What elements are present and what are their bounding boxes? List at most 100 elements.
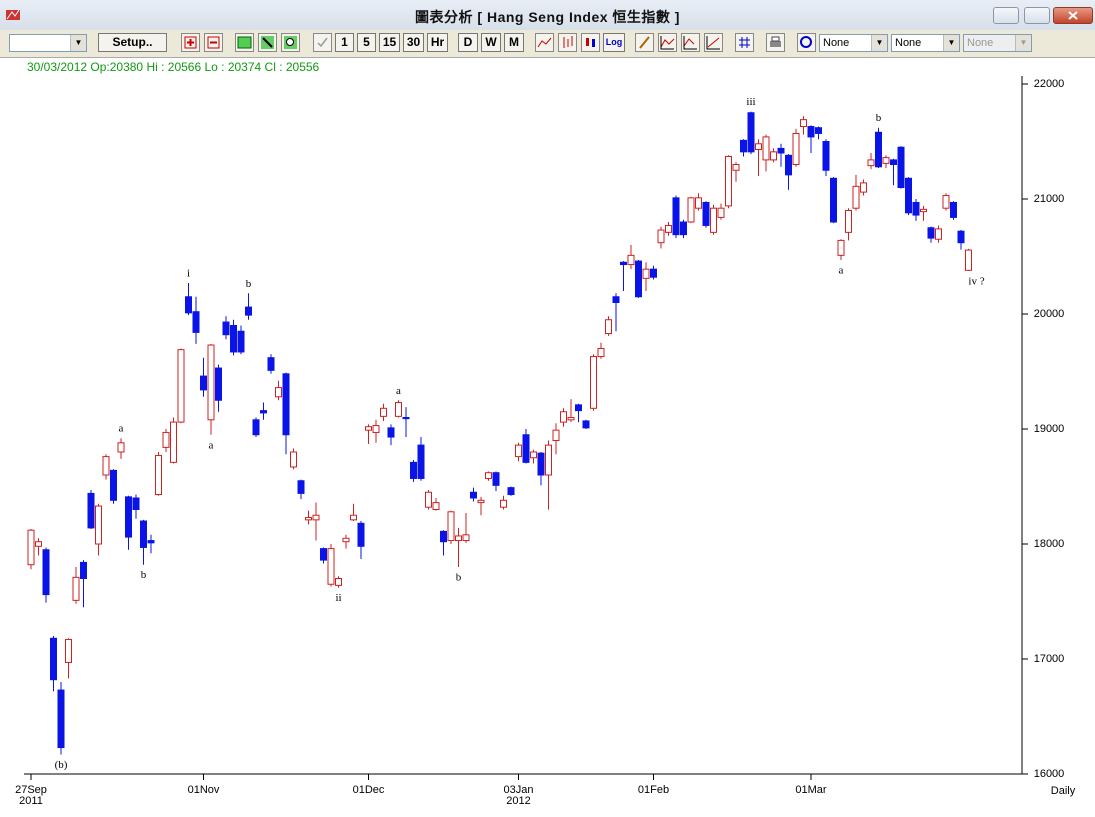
- candle-body: [897, 146, 905, 188]
- zoom-in-button[interactable]: [181, 33, 200, 52]
- candle-body: [785, 154, 792, 176]
- wave-label: b: [876, 112, 882, 124]
- zoom-button[interactable]: [281, 33, 300, 52]
- period-label: Daily: [1051, 785, 1076, 797]
- candle-body: [297, 480, 305, 494]
- icon: [739, 37, 750, 48]
- candle-body: [117, 442, 125, 453]
- candle-body: [612, 296, 620, 303]
- icon: [261, 36, 274, 49]
- candle-chart-button[interactable]: [581, 33, 600, 52]
- candle-body: [777, 147, 785, 154]
- cursor-button[interactable]: [258, 33, 277, 52]
- quote-button[interactable]: [797, 33, 816, 52]
- log-button[interactable]: Log: [603, 33, 625, 52]
- candle-body: [755, 143, 762, 151]
- period-button[interactable]: 5: [357, 33, 376, 52]
- overlay-dropdown[interactable]: None ▼: [819, 34, 888, 52]
- print-button[interactable]: [766, 33, 785, 52]
- period-button[interactable]: D: [458, 33, 478, 52]
- x-tick-label: 01Feb: [637, 784, 670, 796]
- candle-body: [35, 541, 42, 547]
- candle-body: [350, 514, 357, 521]
- candle-body: [522, 434, 530, 463]
- candle-body: [335, 578, 342, 586]
- candle-body: [200, 375, 207, 391]
- period-button[interactable]: M: [504, 33, 524, 52]
- indicator-button[interactable]: [658, 33, 677, 52]
- candle-body: [552, 429, 560, 441]
- candle-body: [80, 561, 87, 579]
- maximize-button[interactable]: [1024, 7, 1050, 24]
- line-chart-button[interactable]: [535, 33, 554, 52]
- candle-body: [447, 511, 455, 542]
- grid-button[interactable]: [735, 33, 754, 52]
- candle-body: [72, 576, 80, 601]
- close-button[interactable]: [1053, 7, 1093, 24]
- zoom-out-button[interactable]: [204, 33, 223, 52]
- overlay-dropdown[interactable]: None ▼: [891, 34, 960, 52]
- candle-body: [725, 155, 732, 207]
- bar-chart-button[interactable]: [558, 33, 577, 52]
- period-button[interactable]: Hr: [427, 33, 448, 52]
- candle-body: [627, 254, 635, 266]
- draw-button[interactable]: [635, 33, 654, 52]
- candle-body: [102, 456, 110, 476]
- dropdown-value: None: [823, 37, 850, 49]
- period-button[interactable]: 1: [335, 33, 354, 52]
- candle-body: [162, 431, 170, 448]
- candle-body: [387, 427, 395, 438]
- check-button[interactable]: [313, 33, 332, 52]
- candle-body: [290, 451, 297, 468]
- candle-body: [207, 344, 215, 421]
- candle-body: [747, 112, 755, 153]
- icon: [660, 36, 675, 50]
- candle-body: [492, 472, 500, 486]
- setup-button[interactable]: Setup..: [98, 33, 167, 52]
- candle-body: [680, 221, 687, 236]
- candle-body: [875, 131, 882, 168]
- wave-label: iv ?: [968, 276, 984, 288]
- candle-body: [687, 197, 695, 223]
- candle-body: [815, 127, 822, 134]
- icon: [683, 36, 697, 50]
- candle-body: [485, 472, 492, 479]
- candle-body: [650, 268, 657, 278]
- candle-body: [582, 420, 590, 429]
- candle-body: [620, 261, 627, 266]
- title-bar: 圖表分析 [ Hang Seng Index 恒生指數 ]: [0, 0, 1095, 30]
- period-button[interactable]: 15: [379, 33, 400, 52]
- y-tick-label: 16000: [1034, 768, 1065, 780]
- candle-body: [770, 151, 777, 161]
- indicator-button[interactable]: [681, 33, 700, 52]
- tool-button[interactable]: [235, 33, 254, 52]
- indicator-button[interactable]: [704, 33, 723, 52]
- candle-body: [605, 319, 612, 335]
- icon: [317, 37, 328, 48]
- candle-body: [890, 159, 897, 166]
- candle-body: [192, 311, 200, 333]
- candle-body: [792, 132, 800, 165]
- wave-label: iii: [746, 96, 755, 108]
- candle-body: [500, 499, 507, 508]
- candle-body: [837, 239, 845, 256]
- candle-body: [537, 452, 545, 476]
- period-button[interactable]: 30: [403, 33, 424, 52]
- icon: [706, 36, 720, 50]
- candle-body: [507, 487, 515, 496]
- candle-body: [395, 402, 402, 417]
- minimize-button[interactable]: [993, 7, 1019, 24]
- candle-body: [927, 227, 935, 239]
- candle-body: [380, 407, 387, 417]
- candle-body: [860, 182, 867, 193]
- symbol-dropdown[interactable]: ▼: [9, 34, 87, 52]
- wave-label: b: [141, 569, 147, 581]
- period-button[interactable]: W: [481, 33, 501, 52]
- ohlc-info: 30/03/2012 Op:20380 Hi : 20566 Lo : 2037…: [27, 60, 320, 74]
- toolbar: ▼ Setup.. 1 5 15 30 Hr D W M Log None ▼ N…: [0, 30, 1095, 58]
- candle-body: [657, 229, 665, 244]
- y-tick-label: 20000: [1034, 308, 1065, 320]
- candle-body: [762, 136, 770, 161]
- candle-body: [470, 491, 477, 499]
